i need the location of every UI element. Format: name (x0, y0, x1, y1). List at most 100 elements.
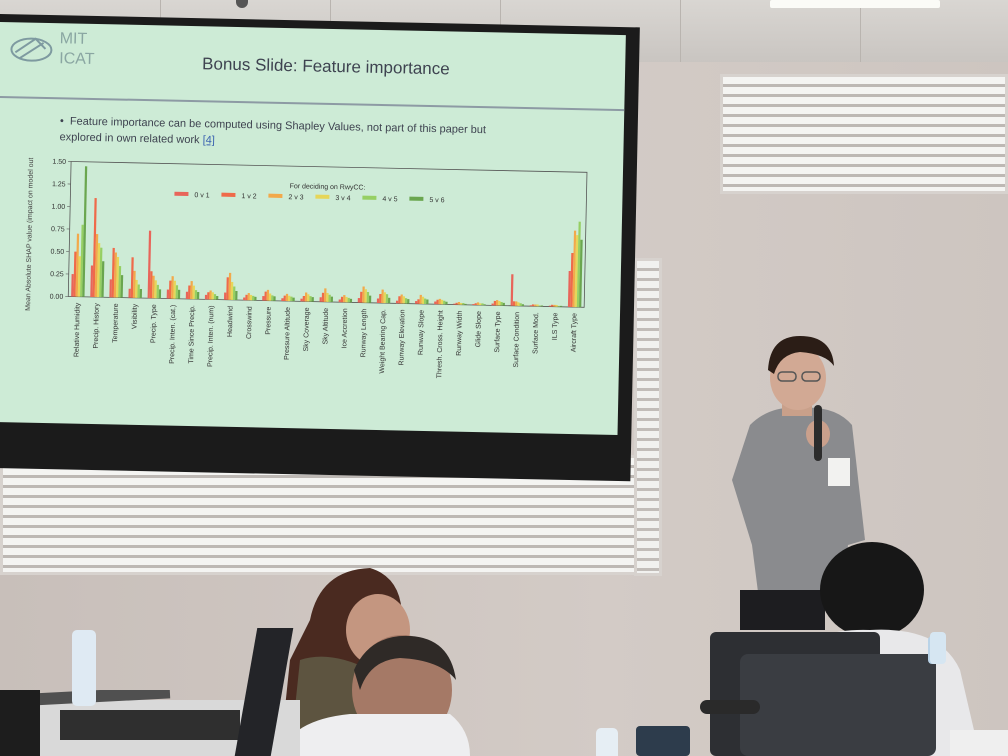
chart-bar (196, 291, 200, 300)
chart-bar (300, 298, 303, 302)
water-bottle-icon (930, 632, 946, 664)
chart-bar (223, 292, 227, 300)
chart-bar (73, 251, 77, 297)
x-tick-label: Surface Mod. (532, 312, 540, 354)
chart-bar (349, 298, 353, 303)
chart-bar (137, 284, 140, 298)
chart-bar (498, 300, 501, 306)
x-tick-label: Ice Accretion (341, 308, 349, 348)
chart-bar (304, 292, 308, 302)
chart-bar (245, 294, 248, 301)
chart-bar (204, 294, 208, 300)
chart-bar (96, 243, 101, 298)
chart-bar (216, 295, 219, 300)
chart-bar (536, 304, 539, 307)
x-tick-label: Precip. Inten. (cat.) (169, 305, 177, 364)
chart-bar (398, 296, 401, 304)
chart-bar (457, 301, 461, 305)
chart-bar (113, 252, 117, 298)
x-tick-label: Runway Width (456, 311, 464, 356)
chart-bar (292, 297, 295, 302)
chart-bar (309, 296, 312, 302)
chart-bar (553, 304, 556, 307)
legend-swatch (221, 192, 236, 197)
chart-bar (495, 300, 499, 306)
chart-bar (415, 301, 418, 304)
x-tick-label: Runway Slope (418, 310, 426, 355)
feature-importance-chart: Mean Absolute SHAP value (impact on mode… (25, 158, 588, 378)
chart-bar (540, 305, 544, 307)
microphone-icon (814, 405, 822, 461)
chart-bar (177, 289, 181, 299)
chart-bar (173, 280, 176, 299)
chart-bar (226, 277, 229, 300)
chart-bar (557, 305, 560, 307)
x-tick-label: Aircraft Type (571, 313, 579, 352)
chart-bar (445, 301, 448, 305)
chart-bar (500, 301, 503, 306)
x-tick-label: Weight Bearing Cap. (379, 309, 387, 374)
chart-bar (364, 289, 367, 303)
chart-bar (147, 230, 152, 299)
x-tick-label: Precip. Type (150, 304, 158, 343)
water-bottle-icon (596, 728, 618, 756)
chart-bar (330, 296, 334, 303)
chart-bars (71, 166, 583, 308)
legend-entry: 2 v 3 (288, 194, 303, 201)
chart-bar (283, 295, 286, 302)
x-tick-label: Pressure (265, 307, 273, 335)
chart-bar (443, 300, 446, 305)
chart-bar (211, 292, 214, 300)
chart-bar (311, 297, 314, 302)
chart-bar (555, 304, 558, 307)
chart-bar (538, 305, 541, 307)
y-tick-label: 0.00 (50, 294, 64, 301)
chart-bar (230, 281, 234, 300)
chart-bar (92, 198, 97, 298)
x-tick-label: Crosswind (246, 306, 254, 339)
chart-bar (302, 296, 305, 302)
chart-bar (99, 247, 103, 298)
slide-bullet: • Feature importance can be computed usi… (59, 113, 500, 154)
chart-bar (479, 303, 482, 306)
chart-bar (436, 299, 439, 305)
chart-bar (515, 301, 518, 306)
chart-bar (80, 224, 84, 297)
chart-bar (417, 299, 420, 304)
chart-bar (77, 256, 81, 297)
y-tick-label: 1.25 (52, 181, 66, 188)
x-tick-label: Sky Coverage (303, 307, 311, 351)
laptop (636, 726, 690, 756)
chart-bar (213, 294, 217, 300)
x-tick-label: Thresh. Cross. Height (436, 310, 444, 378)
legend-entry: 5 v 6 (429, 197, 444, 204)
legend-swatch (315, 194, 330, 199)
chart-bar (185, 291, 189, 299)
chart-bar (481, 303, 484, 306)
chart-bar (376, 298, 380, 304)
y-tick-label: 0.75 (51, 226, 65, 233)
logo-text-line1: MIT (59, 30, 88, 48)
chart-bar (567, 270, 571, 308)
chart-bar (387, 297, 391, 304)
chart-bar (118, 266, 122, 298)
chart-bar (319, 297, 322, 302)
chart-bar (404, 298, 408, 304)
name-badge (828, 458, 850, 486)
chart-bar (266, 289, 270, 301)
chart-bar (576, 221, 581, 308)
bullet-text: Feature importance can be computed using… (59, 115, 487, 147)
chart-bar (455, 302, 458, 305)
chart-bar (502, 302, 505, 306)
chart-bar (328, 294, 331, 302)
chart-bar (209, 290, 212, 300)
chart-bar (82, 166, 88, 297)
chart-bar (438, 298, 441, 305)
legend-entry: 0 v 1 (194, 192, 209, 199)
bullet-reference-link: [4] (202, 134, 216, 147)
chart-bar (247, 293, 250, 301)
chart-bar (190, 281, 193, 300)
chart-bar (493, 300, 497, 306)
chart-bar (574, 235, 579, 308)
chart-bar (419, 294, 422, 304)
